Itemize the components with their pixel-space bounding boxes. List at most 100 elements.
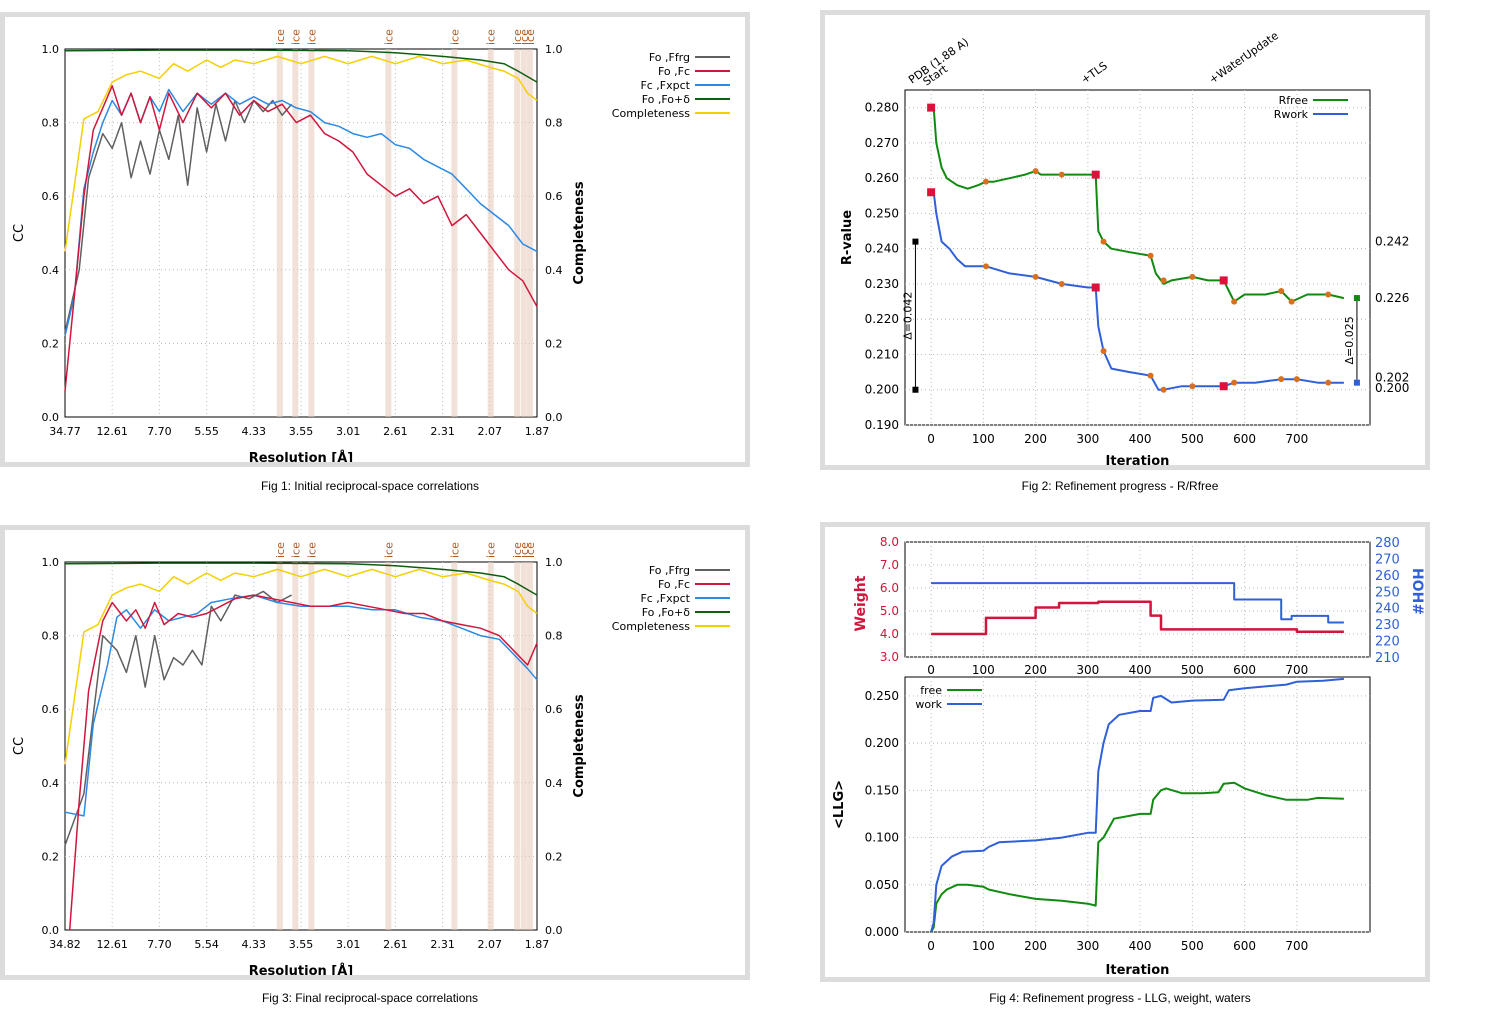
fig2-ylabel: R-value — [840, 210, 855, 265]
fig2-ytick: 0.240 — [865, 242, 899, 256]
fig2-delta-left-label: Δ=0.042 — [901, 292, 914, 340]
fig1-chart: 0.0 0.2 0.4 0.6 0.8 1.0 0.0 0.2 0.4 0.6 0.8 1.0 34.7… — [12, 29, 730, 462]
fig4-bottom-ylabel: <LLG> — [832, 780, 847, 829]
fig1-ice-label: ice — [524, 29, 537, 45]
fig1-y2tick: 0.2 — [545, 337, 563, 350]
fig4-top-ytick: 8.0 — [880, 535, 899, 549]
fig2-panel: 0.190 0.200 0.210 0.220 0.230 0.240 0.250 0.260… — [820, 10, 1430, 470]
fig1-ice-band — [487, 49, 494, 417]
fig3-xtick: 5.54 — [194, 938, 219, 951]
fig3-panel: 0.0 0.2 0.4 0.6 0.8 1.0 0.0 0.2 0.4 0.6 0.8 1.0 34.8… — [0, 525, 750, 980]
fig2-dot-5 — [1160, 277, 1167, 284]
fig3-ice-band — [514, 562, 521, 930]
fig3-series-2 — [64, 594, 538, 817]
fig1-ice-band — [526, 49, 533, 417]
fig3-y2tick: 1.0 — [545, 556, 563, 569]
fig2-top-label-3: +WaterUpdate — [1207, 29, 1281, 87]
fig3-ice-band — [526, 562, 533, 930]
fig3-ice-band — [308, 562, 315, 930]
fig3-xtick: 4.33 — [242, 938, 267, 951]
fig4-bottom-xtick: 400 — [1129, 939, 1152, 953]
fig2-ytick: 0.230 — [865, 277, 899, 291]
fig2-marker-rwork-2 — [1219, 382, 1228, 391]
fig1-y2tick: 0.0 — [545, 411, 563, 424]
fig1-caption: Fig 1: Initial reciprocal-space correlat… — [260, 479, 480, 493]
fig1-ice-label: ice — [448, 29, 461, 45]
fig1-series-4 — [64, 55, 538, 252]
fig2-caption: Fig 2: Refinement progress - R/Rfree — [1021, 479, 1219, 493]
fig4-bottom-xtick: 200 — [1024, 939, 1047, 953]
fig3-ice-label: ice — [485, 542, 498, 558]
fig4-top-xtick: 700 — [1285, 663, 1308, 677]
fig1-ytick: 0.8 — [42, 117, 60, 130]
fig2-dot-15 — [1147, 372, 1154, 379]
fig4-top-xtick: 500 — [1181, 663, 1204, 677]
fig1-xtick: 2.61 — [383, 425, 408, 438]
fig1-legend-4-label: Completeness — [612, 107, 690, 120]
fig1-panel: 0.0 0.2 0.4 0.6 0.8 1.0 0.0 0.2 0.4 0.6 0.8 1.0 34.7… — [0, 12, 750, 467]
fig4-top-y2label: HOH# — [1409, 568, 1425, 615]
fig2-dot-8 — [1278, 288, 1285, 294]
fig2-legend-rfree-label: Rfree — [1279, 94, 1309, 107]
fig4-bottom-ytick: 0.050 — [865, 878, 899, 892]
fig3-ice-band — [385, 562, 392, 930]
fig1-ice-band — [451, 49, 458, 417]
fig1-y2tick: 0.4 — [545, 264, 563, 277]
fig3-ice-band — [276, 562, 283, 930]
fig1-series-2 — [64, 88, 538, 337]
fig1-y2tick: 0.6 — [545, 190, 563, 203]
fig2-legend-rwork-label: Rwork — [1274, 108, 1309, 121]
fig1-xtick: 3.01 — [336, 425, 361, 438]
fig1-ice-band — [520, 49, 527, 417]
fig4-series-free — [930, 781, 1344, 933]
fig1-ylabel: CC — [12, 224, 27, 242]
fig3-ice-band — [487, 562, 494, 930]
fig1-y2tick: 0.8 — [545, 117, 563, 130]
fig4-top-plot-frame — [904, 541, 1371, 658]
fig4-top-ytick: 4.0 — [880, 627, 899, 641]
fig4-top-ytick: 3.0 — [880, 650, 899, 664]
fig1-xtick: 12.61 — [96, 425, 128, 438]
fig4-bottom-xtick: 100 — [972, 939, 995, 953]
fig2-xtick: 100 — [972, 432, 995, 446]
fig1-ice-label: ice — [485, 29, 498, 45]
fig3-ytick: 0.6 — [42, 703, 60, 716]
fig4-bottom-ytick: 0.100 — [865, 831, 899, 845]
fig2-dot-18 — [1231, 379, 1238, 386]
fig2-ytick: 0.210 — [865, 347, 899, 361]
fig4-bottom-xtick: 500 — [1181, 939, 1204, 953]
fig2-dot-11 — [982, 263, 989, 270]
fig3-ice-band — [292, 562, 299, 930]
fig3-y2tick: 0.8 — [545, 630, 563, 643]
fig1-xtick: 34.77 — [49, 425, 81, 438]
fig3-ice-label: ice — [524, 542, 537, 558]
fig1-ice-label: ice — [274, 29, 287, 45]
fig2-ytick: 0.190 — [865, 418, 899, 432]
fig1-ice-band — [276, 49, 283, 417]
fig3-y2tick: 0.2 — [545, 850, 563, 863]
fig4-top-y2tick: 220 — [1375, 635, 1400, 650]
fig1-legend-3-label: Fo ,Fo+δ — [642, 93, 691, 106]
fig4-top-ytick: 5.0 — [880, 604, 899, 618]
fig1-ytick: 0.2 — [42, 337, 60, 350]
fig1-ice-label: ice — [289, 29, 302, 45]
fig3-ytick: 0.2 — [42, 850, 60, 863]
fig1-xtick: 2.07 — [478, 425, 503, 438]
fig2-dot-9 — [1288, 298, 1295, 305]
fig2-ytick: 0.250 — [865, 206, 899, 220]
fig3-y2label: Completeness — [572, 694, 587, 797]
fig1-ice-label: ice — [382, 29, 395, 45]
fig3-legend-1-label: Fo ,Fc — [658, 578, 690, 591]
fig4-bottom-xlabel: Iteration — [1106, 963, 1170, 977]
fig4-top-y2tick: 240 — [1375, 602, 1400, 617]
fig3-xtick: 3.55 — [289, 938, 314, 951]
fig1-series-1 — [64, 85, 538, 392]
fig4-top-xtick: 200 — [1024, 663, 1047, 677]
fig1-y2tick: 1.0 — [545, 43, 563, 56]
fig1-xtick: 1.87 — [525, 425, 550, 438]
fig3-ice-band — [451, 562, 458, 930]
fig2-dot-13 — [1058, 280, 1065, 287]
fig4-series-work — [930, 677, 1344, 933]
fig2-delta-right-top — [1353, 295, 1360, 302]
fig3-ytick: 1.0 — [42, 556, 60, 569]
